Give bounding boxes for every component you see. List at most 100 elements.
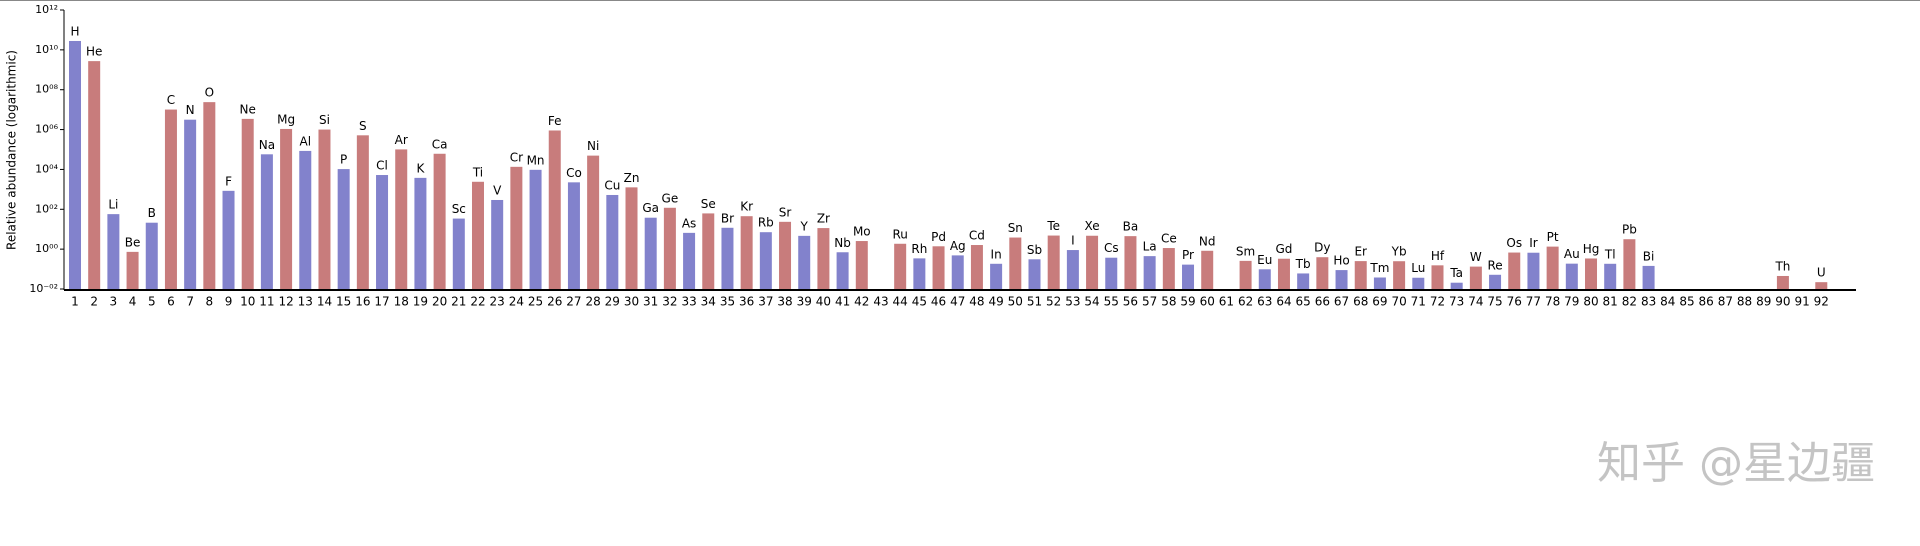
y-axis-label: Relative abundance (logarithmic) (5, 50, 19, 250)
x-tick-label: 24 (509, 295, 524, 309)
element-label: Ni (587, 139, 599, 153)
element-label: K (416, 161, 425, 175)
bar (164, 109, 177, 290)
x-tick-label: 39 (797, 295, 812, 309)
bar (855, 241, 868, 289)
x-tick-label: 25 (528, 295, 543, 309)
element-label: N (186, 103, 195, 117)
element-label: In (991, 247, 1002, 261)
x-tick-label: 92 (1814, 295, 1829, 309)
bar (1124, 236, 1137, 289)
x-tick-label: 17 (374, 295, 389, 309)
bar (184, 119, 197, 289)
x-tick-label: 48 (969, 295, 984, 309)
bar (1776, 275, 1789, 289)
x-tick-label: 73 (1449, 295, 1464, 309)
bar (414, 177, 427, 289)
bar (1527, 252, 1540, 289)
element-label: Al (300, 134, 312, 148)
element-label: H (70, 24, 79, 38)
bar (1143, 256, 1156, 289)
bar (395, 149, 408, 289)
element-label: As (682, 216, 696, 230)
x-tick-label: 83 (1641, 295, 1656, 309)
x-tick-label: 29 (605, 295, 620, 309)
bar (1162, 248, 1175, 289)
x-tick-label: 13 (298, 295, 313, 309)
element-label: Ho (1333, 254, 1349, 268)
element-label: Eu (1257, 253, 1272, 267)
element-label: Co (566, 166, 582, 180)
element-label: Sm (1236, 244, 1255, 258)
element-label: Nb (834, 236, 851, 250)
element-label: V (493, 183, 502, 197)
bar (932, 246, 945, 289)
x-tick-label: 35 (720, 295, 735, 309)
element-label: Rb (758, 216, 774, 230)
x-tick-label: 77 (1526, 295, 1541, 309)
bar (567, 182, 580, 289)
x-tick-label: 61 (1219, 295, 1234, 309)
watermark: 知乎 @星边疆 (1597, 438, 1875, 489)
y-tick-label: 10¹² (35, 3, 58, 16)
element-label: Li (108, 198, 118, 212)
x-tick-label: 81 (1603, 295, 1618, 309)
x-tick-label: 54 (1084, 295, 1099, 309)
x-tick-label: 20 (432, 295, 447, 309)
element-label: Ca (432, 137, 448, 151)
x-tick-label: 69 (1372, 295, 1387, 309)
element-label: Au (1564, 247, 1580, 261)
bar (1316, 257, 1329, 289)
bar (606, 194, 619, 289)
element-label: Gd (1276, 242, 1293, 256)
bar (88, 61, 101, 289)
x-tick-label: 74 (1468, 295, 1483, 309)
bar (1585, 258, 1598, 289)
bar (951, 255, 964, 289)
y-tick-label: 10⁰² (35, 202, 58, 215)
bar (836, 252, 849, 289)
x-tick-label: 42 (854, 295, 869, 309)
bar (1201, 250, 1214, 289)
x-tick-label: 64 (1276, 295, 1291, 309)
bar (241, 118, 254, 289)
x-tick-label: 82 (1622, 295, 1637, 309)
bar (990, 263, 1003, 289)
x-tick-label: 38 (777, 295, 792, 309)
element-label: Ta (1449, 266, 1463, 280)
element-label: La (1143, 240, 1157, 254)
bar (1009, 237, 1022, 289)
element-label: Ar (395, 133, 408, 147)
bar (970, 245, 983, 289)
x-tick-label: 18 (394, 295, 409, 309)
element-label: He (86, 45, 102, 59)
element-label: Dy (1314, 241, 1330, 255)
x-tick-label: 60 (1200, 295, 1215, 309)
element-label: O (205, 86, 214, 100)
element-label: Te (1046, 219, 1060, 233)
x-tick-label: 88 (1737, 295, 1752, 309)
element-label: P (340, 153, 347, 167)
element-label: Ge (662, 191, 679, 205)
bar (644, 217, 657, 289)
bar (260, 154, 273, 289)
bar (625, 187, 638, 289)
element-label: Mg (277, 112, 295, 126)
bar (222, 190, 235, 289)
bar (683, 232, 696, 289)
bar (1335, 270, 1348, 289)
element-label: Br (721, 211, 734, 225)
x-tick-label: 79 (1564, 295, 1579, 309)
x-tick-label: 43 (873, 295, 888, 309)
x-tick-label: 87 (1718, 295, 1733, 309)
x-tick-label: 19 (413, 295, 428, 309)
bar (433, 153, 446, 289)
bar (280, 128, 293, 289)
x-tick-label: 44 (893, 295, 908, 309)
element-label: S (359, 119, 367, 133)
x-tick-label: 50 (1008, 295, 1023, 309)
x-tick-label: 59 (1180, 295, 1195, 309)
x-tick-label: 68 (1353, 295, 1368, 309)
element-label: Lu (1411, 261, 1425, 275)
bar (1066, 250, 1079, 289)
